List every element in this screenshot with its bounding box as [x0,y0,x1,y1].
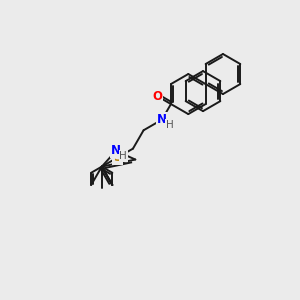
Text: O: O [152,90,162,103]
Text: N: N [157,113,167,126]
Text: H: H [119,151,127,161]
Text: N: N [111,144,121,158]
Text: H: H [166,120,174,130]
Text: S: S [113,151,122,164]
